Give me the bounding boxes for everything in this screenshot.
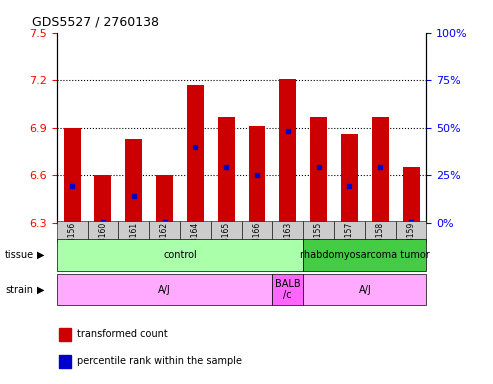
Bar xyxy=(303,221,334,242)
Bar xyxy=(57,239,303,271)
Bar xyxy=(341,134,358,223)
Text: BALB
/c: BALB /c xyxy=(275,279,301,300)
Bar xyxy=(149,221,180,242)
Text: tissue: tissue xyxy=(5,250,34,260)
Bar xyxy=(125,139,142,223)
Text: GSM738156: GSM738156 xyxy=(68,222,76,268)
Bar xyxy=(57,221,88,242)
Text: GSM738163: GSM738163 xyxy=(283,222,292,268)
Text: GSM738155: GSM738155 xyxy=(314,222,323,268)
Bar xyxy=(395,221,426,242)
Text: GSM738166: GSM738166 xyxy=(252,222,261,268)
Bar xyxy=(280,79,296,223)
Text: GSM738161: GSM738161 xyxy=(129,222,138,268)
Text: A/J: A/J xyxy=(358,285,371,295)
Text: GSM738158: GSM738158 xyxy=(376,222,385,268)
Bar xyxy=(365,221,395,242)
Text: GSM738157: GSM738157 xyxy=(345,222,354,268)
Bar xyxy=(334,221,365,242)
Bar xyxy=(403,167,420,223)
Bar xyxy=(248,126,265,223)
Text: GDS5527 / 2760138: GDS5527 / 2760138 xyxy=(32,16,159,29)
Text: control: control xyxy=(163,250,197,260)
Bar xyxy=(372,117,388,223)
Text: A/J: A/J xyxy=(158,285,171,295)
Bar xyxy=(59,355,71,368)
Bar xyxy=(57,274,272,305)
Text: GSM738159: GSM738159 xyxy=(407,222,416,268)
Bar xyxy=(242,221,272,242)
Text: GSM738160: GSM738160 xyxy=(99,222,107,268)
Text: percentile rank within the sample: percentile rank within the sample xyxy=(77,356,242,366)
Text: ▶: ▶ xyxy=(37,250,44,260)
Bar xyxy=(211,221,242,242)
Bar xyxy=(59,328,71,341)
Bar xyxy=(180,221,211,242)
Text: GSM738162: GSM738162 xyxy=(160,222,169,268)
Bar xyxy=(64,127,80,223)
Bar xyxy=(303,274,426,305)
Text: transformed count: transformed count xyxy=(77,329,168,339)
Bar xyxy=(156,175,173,223)
Bar xyxy=(88,221,118,242)
Bar xyxy=(118,221,149,242)
Bar xyxy=(310,117,327,223)
Text: GSM738164: GSM738164 xyxy=(191,222,200,268)
Text: GSM738165: GSM738165 xyxy=(222,222,231,268)
Bar xyxy=(272,221,303,242)
Bar xyxy=(218,117,235,223)
Text: strain: strain xyxy=(5,285,33,295)
Text: ▶: ▶ xyxy=(37,285,44,295)
Bar xyxy=(95,175,111,223)
Bar xyxy=(303,239,426,271)
Text: rhabdomyosarcoma tumor: rhabdomyosarcoma tumor xyxy=(300,250,430,260)
Bar xyxy=(272,274,303,305)
Bar xyxy=(187,85,204,223)
